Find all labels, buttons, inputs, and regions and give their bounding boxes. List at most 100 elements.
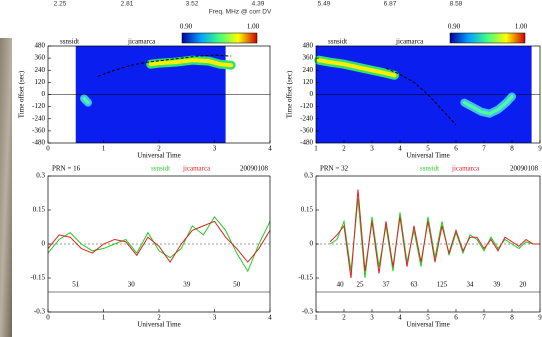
x-tick-label: 2 [342, 145, 346, 153]
colorbar-tick: 1.00 [247, 23, 260, 31]
count-label: 50 [233, 281, 241, 289]
x-tick-label: 6 [454, 145, 458, 153]
count-label: 125 [437, 281, 448, 289]
y-label: Time offset (sec) [286, 70, 294, 118]
y-tick-label: 480 [35, 42, 46, 50]
x-tick-label: 0 [46, 145, 50, 153]
annotation: ssnsidt [60, 38, 79, 46]
x-label: Universal Time [406, 152, 449, 160]
freq-tick: 6.87 [384, 1, 397, 8]
y-tick-label: 480 [303, 42, 314, 50]
count-label: 39 [183, 281, 191, 289]
x-tick-label: 8 [510, 145, 514, 153]
annotation: jicamarca [395, 38, 424, 46]
photo-strip [0, 38, 12, 337]
x-label: Universal Time [137, 321, 180, 329]
legend-entry: ssnsidt [420, 165, 439, 173]
y-tick-label: 0 [42, 240, 46, 248]
colorbar [449, 32, 526, 44]
count-label: 39 [493, 281, 501, 289]
y-label: Time offset (sec) [18, 70, 26, 118]
x-tick-label: 3 [370, 314, 374, 322]
y-tick-label: -0.3 [34, 308, 46, 316]
panel: 0.90 1.00 ssnsidt jicamarca Time offset (sec… [18, 23, 273, 160]
freq-tick: 2.25 [54, 1, 67, 8]
y-tick-label: -480 [300, 139, 313, 147]
count-label: 25 [356, 281, 364, 289]
x-label: Universal Time [406, 321, 449, 329]
y-tick-label: 0 [310, 90, 314, 98]
y-tick-label: 0.3 [304, 172, 313, 180]
count-label: 20 [519, 281, 527, 289]
panel: 0.90 1.00 ssnsidt jicamarca Time offset (sec… [286, 23, 542, 160]
y-tick-label: -360 [300, 126, 313, 134]
x-tick-label: 2 [157, 145, 161, 153]
y-tick-label: -480 [32, 139, 45, 147]
x-tick-label: 2 [157, 314, 161, 322]
legend-entry: jicamarca [182, 165, 211, 173]
colorbar-tick: 1.00 [515, 23, 528, 31]
freq-tick: 2.81 [121, 1, 134, 8]
date: 20090108 [510, 165, 539, 173]
y-tick-label: -120 [300, 102, 313, 110]
y-tick-label: 240 [303, 66, 314, 74]
y-tick-label: -240 [300, 114, 313, 122]
x-tick-label: 1 [102, 145, 106, 153]
x-tick-label: 9 [538, 314, 542, 322]
y-tick-label: -0.3 [302, 308, 314, 316]
panel-title: PRN = 16 [52, 165, 81, 173]
freq-tick: 5.49 [318, 1, 331, 8]
x-label: Universal Time [137, 152, 180, 160]
x-tick-label: 5 [426, 145, 430, 153]
annotation: ssnsidt [328, 38, 347, 46]
x-tick-label: 0 [46, 314, 50, 322]
y-tick-label: 360 [35, 54, 46, 62]
colorbar-tick: 0.90 [180, 23, 193, 31]
series-line [47, 215, 271, 273]
x-tick-label: 4 [268, 314, 272, 322]
colorbar-tick: 0.90 [448, 23, 461, 31]
y-tick-label: 120 [303, 78, 314, 86]
y-tick-label: 0.3 [36, 172, 45, 180]
count-label: 40 [337, 281, 345, 289]
count-label: 34 [467, 281, 475, 289]
x-tick-label: 7 [482, 314, 486, 322]
panel-title: PRN = 32 [320, 165, 349, 173]
y-tick-label: -0.15 [298, 274, 313, 282]
x-tick-label: 3 [213, 145, 217, 153]
y-tick-label: 0.15 [301, 206, 314, 214]
y-tick-label: 0 [42, 90, 46, 98]
x-tick-label: 1 [102, 314, 106, 322]
x-tick-label: 7 [482, 145, 486, 153]
band [316, 58, 397, 78]
series-line [329, 198, 540, 279]
x-tick-label: 9 [538, 145, 542, 153]
band [148, 58, 234, 68]
freq-tick: 8.58 [450, 1, 463, 8]
x-tick-label: 5 [426, 314, 430, 322]
x-tick-label: 1 [314, 145, 318, 153]
trace [385, 67, 457, 126]
x-tick-label: 4 [398, 314, 402, 322]
legend-entry: jicamarca [451, 165, 480, 173]
series-line [47, 220, 271, 264]
legend-entry: ssnsidt [151, 165, 170, 173]
x-tick-label: 6 [454, 314, 458, 322]
date: 20090108 [240, 165, 269, 173]
blob [462, 95, 514, 116]
freq-label: Freq. MHz @ corr DV [209, 9, 272, 16]
y-tick-label: -240 [32, 114, 45, 122]
count-label: 37 [383, 281, 391, 289]
count-label: 63 [411, 281, 419, 289]
y-tick-label: 360 [303, 54, 314, 62]
y-tick-label: 120 [35, 78, 46, 86]
x-tick-label: 3 [213, 314, 217, 322]
x-tick-label: 3 [370, 145, 374, 153]
y-tick-label: 0.15 [33, 206, 46, 214]
y-tick-label: 0 [310, 240, 314, 248]
count-label: 30 [128, 281, 136, 289]
annotation: jicamarca [127, 38, 156, 46]
